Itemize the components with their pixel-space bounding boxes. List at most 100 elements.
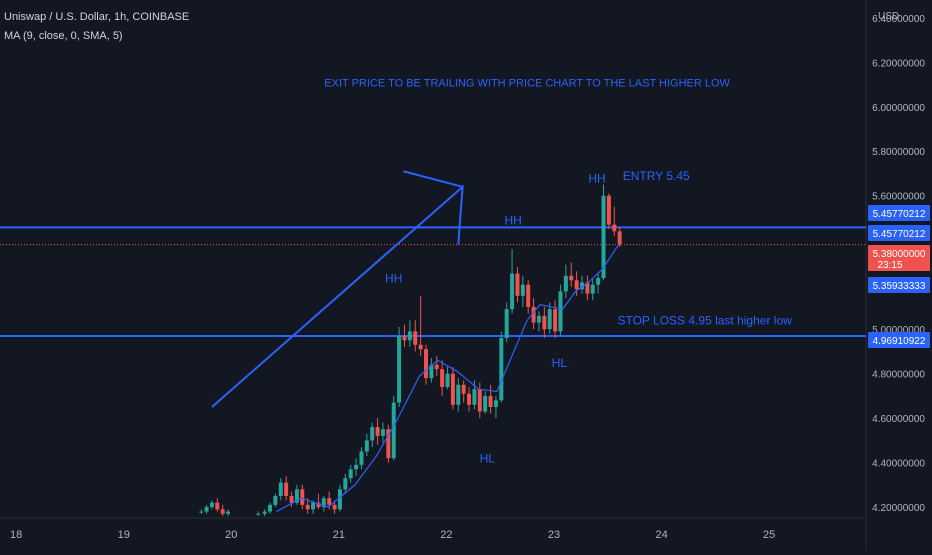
price-tick-label: 4.40000000 [872, 459, 925, 470]
currency-label: USD [878, 11, 899, 22]
candle-body [542, 315, 547, 330]
candle-body [461, 384, 466, 394]
candle-body [220, 509, 225, 514]
candle-body [386, 429, 391, 459]
candle-body [493, 400, 498, 408]
candle-body [418, 344, 423, 350]
date-tick-label: 20 [225, 529, 237, 541]
candle-body [424, 349, 429, 379]
price-label-value: 5.45770212 [873, 209, 926, 220]
price-label-value: 4.96910922 [873, 336, 926, 347]
annotation-label: HH [504, 214, 521, 228]
candle-body [520, 284, 525, 296]
candle-body [407, 331, 412, 341]
price-label-value: 5.38000000 [873, 249, 926, 260]
candle-body [316, 502, 321, 508]
candle-body [354, 464, 359, 470]
candle-body [364, 440, 369, 452]
candle-body [515, 273, 520, 296]
candle-body [311, 502, 316, 510]
candle-body [553, 309, 558, 332]
trend-arrow-head [403, 170, 463, 188]
candle-body [488, 395, 493, 408]
candle-body [375, 427, 380, 436]
candle-body [284, 482, 289, 496]
candle-body [370, 427, 375, 441]
price-tick-label: 5.80000000 [872, 147, 925, 158]
candle-body [359, 451, 364, 465]
annotation-label: STOP LOSS 4.95 last higher low [617, 314, 792, 328]
annotation-label: ENTRY 5.45 [623, 169, 690, 183]
price-label-value: 5.35933333 [873, 281, 926, 292]
candle-body [343, 478, 348, 490]
candle-body [429, 364, 434, 379]
price-label-box [868, 225, 930, 241]
candle-body [504, 309, 509, 339]
candle-body [536, 315, 541, 323]
candle-body [563, 275, 568, 292]
candle-body [278, 482, 283, 496]
candle-body [467, 393, 472, 405]
candle-body [579, 282, 584, 290]
date-tick-label: 25 [763, 529, 775, 541]
date-tick-label: 23 [548, 529, 560, 541]
candle-body [256, 513, 261, 515]
candle-body [391, 402, 396, 459]
candle-body [215, 502, 220, 510]
price-label-box [868, 332, 930, 348]
indicator-legend: MA (9, close, 0, SMA, 5) [4, 30, 123, 42]
date-tick-label: 18 [10, 529, 22, 541]
candle-body [612, 224, 617, 232]
candle-body [558, 291, 563, 332]
candle-body [380, 429, 385, 436]
candle-body [510, 273, 515, 310]
candle-body [348, 469, 353, 479]
annotation-label: HL [480, 452, 496, 466]
candle-body [289, 495, 294, 503]
candle-body [574, 280, 579, 290]
candle-body [617, 231, 622, 245]
annotation-label: HH [588, 171, 605, 185]
price-label-box [868, 277, 930, 293]
candle-body [300, 489, 305, 505]
price-tick-label: 6.20000000 [872, 58, 925, 69]
candle-body [204, 507, 209, 512]
price-tick-label: 4.60000000 [872, 414, 925, 425]
candle-body [209, 502, 214, 508]
price-tick-label: 4.20000000 [872, 503, 925, 514]
date-tick-label: 22 [440, 529, 452, 541]
candle-body [397, 335, 402, 403]
date-tick-label: 24 [655, 529, 667, 541]
price-tick-label: 5.60000000 [872, 192, 925, 203]
candle-body [199, 511, 204, 513]
candle-body [332, 504, 337, 510]
price-label-box [868, 245, 930, 271]
price-label-box [868, 205, 930, 221]
date-tick-label: 21 [333, 529, 345, 541]
candle-body [606, 195, 611, 225]
candle-body [499, 338, 504, 401]
price-tick-label: 6.00000000 [872, 103, 925, 114]
candle-body [526, 284, 531, 307]
price-tick-label: 6.40000000 [872, 14, 925, 25]
annotation-label: EXIT PRICE TO BE TRAILING WITH PRICE CHA… [324, 78, 730, 90]
candle-body [585, 282, 590, 294]
date-tick-label: 19 [118, 529, 130, 541]
candle-body [321, 498, 326, 508]
candle-body [456, 384, 461, 405]
candle-body [226, 511, 231, 514]
price-tick-label: 4.80000000 [872, 370, 925, 381]
candle-body [305, 504, 310, 510]
candle-body [477, 389, 482, 412]
candle-body [402, 335, 407, 341]
candle-body [596, 278, 601, 285]
candle-body [569, 275, 574, 281]
candle-body [273, 495, 278, 505]
candle-body [547, 309, 552, 330]
price-label-value: 5.45770212 [873, 229, 926, 240]
candle-body [434, 364, 439, 370]
candle-body [590, 284, 595, 294]
candle-body [440, 369, 445, 387]
